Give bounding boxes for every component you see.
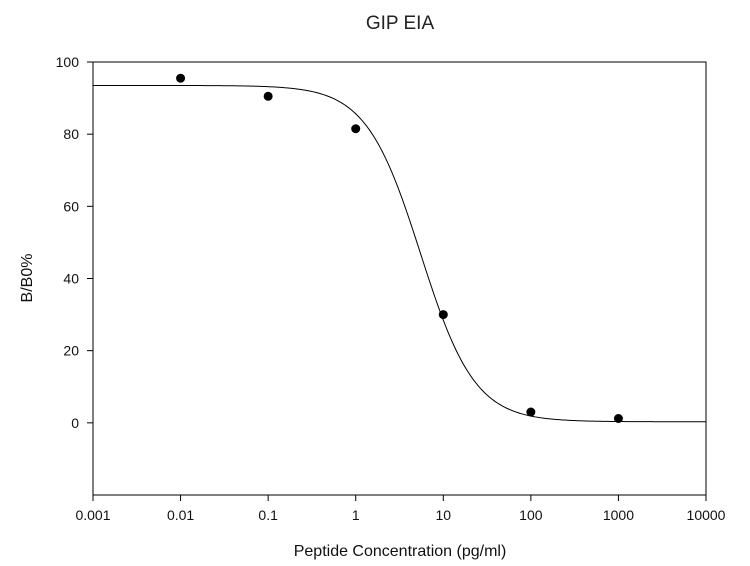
x-axis-label: Peptide Concentration (pg/ml) <box>294 543 507 560</box>
y-axis: 0 20 40 60 80 100 <box>56 54 93 431</box>
x-tick-label: 10000 <box>687 507 726 523</box>
y-axis-label: B/B0% <box>19 254 36 303</box>
y-tick-label: 0 <box>71 415 79 431</box>
data-point <box>351 124 361 134</box>
data-points <box>176 73 623 424</box>
x-tick-label: 0.01 <box>167 507 194 523</box>
data-point <box>526 407 536 417</box>
data-point <box>176 73 186 83</box>
x-tick-label: 0.1 <box>258 507 278 523</box>
x-axis: 0.001 0.01 0.1 1 10 100 1000 10000 <box>75 495 726 523</box>
data-point <box>263 91 273 101</box>
x-tick-label: 1000 <box>603 507 634 523</box>
x-tick-label: 0.001 <box>75 507 110 523</box>
y-tick-label: 60 <box>63 198 79 214</box>
x-tick-label: 10 <box>435 507 451 523</box>
x-tick-label: 1 <box>352 507 360 523</box>
y-tick-label: 40 <box>63 271 79 287</box>
plot-frame <box>92 61 707 496</box>
data-point <box>613 414 623 424</box>
y-tick-label: 80 <box>63 126 79 142</box>
data-point <box>438 310 448 320</box>
y-tick-label: 100 <box>56 54 80 70</box>
fit-curve <box>93 84 706 423</box>
y-tick-label: 20 <box>63 343 79 359</box>
chart-title: GIP EIA <box>366 13 435 34</box>
x-tick-label: 100 <box>519 507 543 523</box>
